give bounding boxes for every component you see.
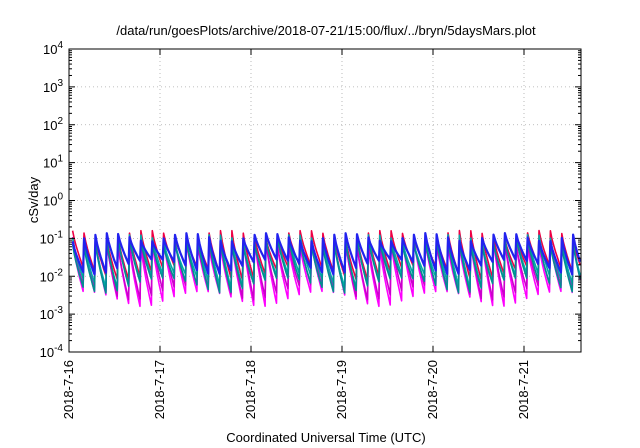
y-tick-exponent: -4 (54, 343, 63, 354)
y-tick-base: 10 (43, 194, 57, 209)
y-axis-label: cSv/day (26, 176, 41, 223)
y-tick-label: 101 (43, 154, 63, 171)
x-tick-label: 2018-7-20 (425, 360, 440, 419)
y-tick-exponent: 1 (57, 154, 63, 165)
x-tick-label: 2018-7-16 (61, 360, 76, 419)
ticks (68, 48, 581, 353)
y-tick-label: 10-1 (40, 229, 64, 246)
y-tick-exponent: -3 (54, 305, 63, 316)
y-tick-exponent: 3 (57, 78, 63, 89)
y-tick-base: 10 (40, 231, 54, 246)
y-tick-exponent: 0 (57, 192, 63, 203)
x-tick-labels: 2018-7-16 2018-7-17 2018-7-18 2018-7-19 2018… (61, 360, 531, 419)
series-group (71, 229, 582, 308)
y-tick-base: 10 (40, 345, 54, 360)
y-tick-label: 103 (43, 78, 63, 95)
x-tick-label: 2018-7-18 (243, 360, 258, 419)
y-tick-label: 100 (43, 192, 63, 209)
y-tick-base: 10 (43, 42, 57, 57)
y-tick-exponent: -2 (54, 267, 63, 278)
y-tick-base: 10 (43, 80, 57, 95)
x-tick-label: 2018-7-17 (152, 360, 167, 419)
y-tick-label: 104 (43, 40, 63, 57)
y-tick-base: 10 (40, 269, 54, 284)
x-axis-label: Coordinated Universal Time (UTC) (226, 430, 425, 445)
y-tick-base: 10 (43, 156, 57, 171)
x-tick-label: 2018-7-19 (334, 360, 349, 419)
y-tick-label: 102 (43, 116, 63, 133)
grid (69, 49, 581, 352)
x-tick-label: 2018-7-21 (516, 360, 531, 419)
y-tick-base: 10 (43, 118, 57, 133)
chart-title: /data/run/goesPlots/archive/2018-07-21/1… (116, 23, 536, 38)
series-line (71, 232, 582, 276)
y-tick-label: 10-3 (40, 305, 64, 322)
y-tick-exponent: 4 (57, 40, 63, 51)
y-tick-label: 10-4 (40, 343, 64, 360)
y-tick-exponent: -1 (54, 229, 63, 240)
y-tick-label: 10-2 (40, 267, 64, 284)
y-tick-base: 10 (40, 307, 54, 322)
y-tick-exponent: 2 (57, 116, 63, 127)
series-line (71, 236, 581, 294)
